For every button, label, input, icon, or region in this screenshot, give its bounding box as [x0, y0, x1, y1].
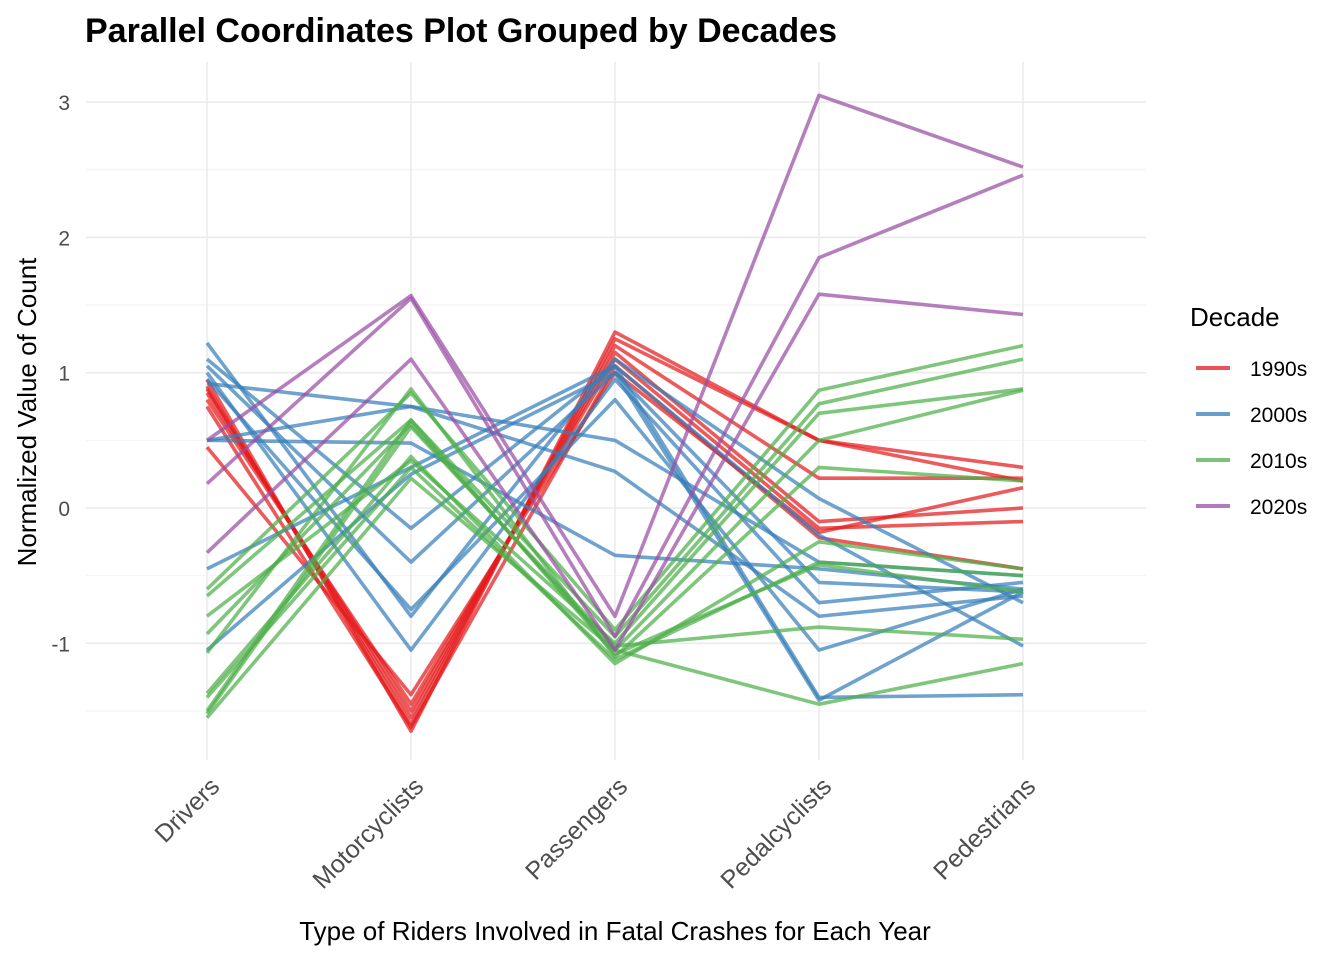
legend-label: 1990s [1250, 358, 1307, 381]
series-line-2010s [205, 387, 1024, 646]
x-tick-label: Passengers [520, 772, 633, 885]
y-tick-label: 2 [58, 227, 70, 250]
series-line-2020s [205, 93, 1024, 619]
series-line-2010s [205, 425, 1024, 715]
legend-label: 2020s [1250, 496, 1307, 519]
x-axis-title: Type of Riders Involved in Fatal Crashes… [299, 916, 931, 946]
series-lines [205, 93, 1024, 734]
legend-label: 2010s [1250, 450, 1307, 473]
series-line-2000s [206, 364, 1024, 700]
series-line-2010s [205, 465, 1024, 699]
series-line-2010s [205, 418, 1024, 712]
series-line-2010s [205, 343, 1024, 632]
y-tick-label: 0 [58, 498, 70, 521]
x-axis-ticks: Drivers Motorcyclists Passengers Pedalcycli… [149, 772, 1041, 894]
chart-title: Parallel Coordinates Plot Grouped by Dec… [85, 12, 837, 50]
x-tick-label: Pedalcyclists [715, 772, 837, 894]
y-axis-ticks: 3 2 1 0 -1 [51, 92, 70, 656]
series-line-2020s [205, 292, 1024, 652]
series-line-2010s [205, 454, 1024, 695]
series-line-2000s [206, 404, 1024, 619]
series-line-2010s [205, 387, 1024, 659]
y-tick-label: 1 [58, 363, 70, 386]
legend-title: Decade [1190, 302, 1280, 332]
y-tick-label: -1 [51, 633, 70, 656]
legend: Decade 1990s 2000s 2010s 2020s [1190, 302, 1307, 519]
x-tick-label: Drivers [149, 772, 225, 848]
series-line-2020s [205, 173, 1024, 639]
y-axis-title: Normalized Value of Count [12, 257, 42, 567]
y-tick-label: 3 [58, 92, 70, 115]
x-tick-label: Motorcyclists [307, 772, 429, 894]
x-tick-label: Pedestrians [928, 772, 1041, 885]
legend-label: 2000s [1250, 404, 1307, 427]
